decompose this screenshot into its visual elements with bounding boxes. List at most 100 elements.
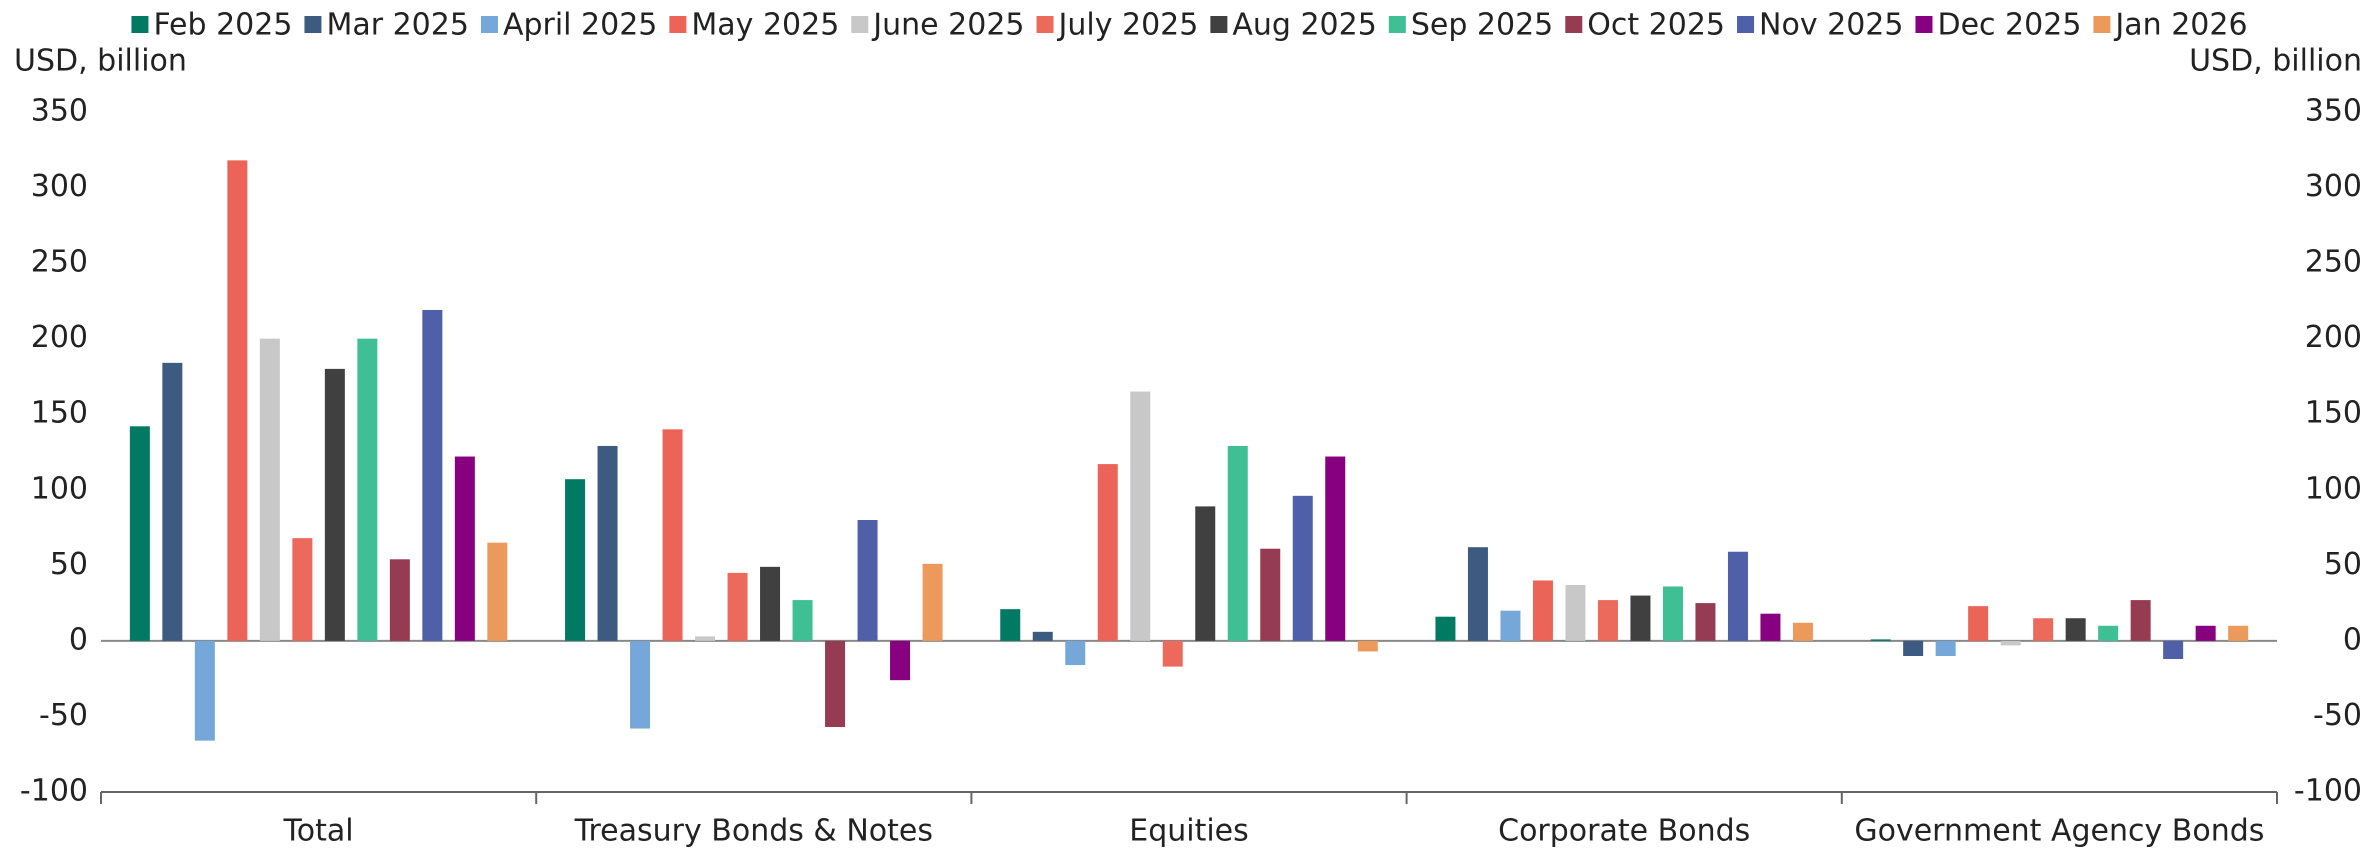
bar — [1695, 603, 1716, 641]
bar — [1130, 391, 1151, 641]
x-tick-label: Government Agency Bonds — [1854, 814, 2264, 849]
legend-label: April 2025 — [503, 8, 657, 43]
bar — [357, 338, 378, 641]
y-tick-label: 300 — [31, 169, 88, 204]
y2-tick-label: 0 — [2343, 622, 2362, 657]
legend-label: Jan 2026 — [2113, 8, 2247, 43]
x-tick-label: Equities — [1129, 814, 1249, 849]
y2-tick-label: 250 — [2305, 245, 2362, 280]
legend-label: July 2025 — [1057, 8, 1199, 43]
bar — [1325, 456, 1346, 641]
bar — [662, 429, 683, 641]
bar — [792, 600, 813, 641]
bar — [1357, 640, 1378, 652]
bar — [1195, 506, 1216, 641]
y-axis-label: USD, billion — [14, 44, 187, 79]
bar — [825, 640, 846, 728]
bar — [2195, 625, 2216, 641]
bar — [1727, 551, 1748, 641]
y2-tick-label: 200 — [2305, 320, 2362, 355]
y-tick-label: 200 — [31, 320, 88, 355]
bar — [1760, 613, 1781, 641]
bar — [597, 445, 618, 641]
bar — [1968, 606, 1989, 641]
legend-label: June 2025 — [871, 8, 1024, 43]
bar — [487, 542, 508, 641]
bar — [1565, 584, 1586, 641]
y2-tick-label: 350 — [2305, 94, 2362, 129]
bar — [1870, 639, 1891, 641]
bar — [1097, 464, 1118, 641]
bar — [1532, 580, 1553, 641]
y2-tick-label: 300 — [2305, 169, 2362, 204]
bar — [389, 559, 410, 641]
legend-swatch — [1737, 16, 1755, 33]
y-tick-label: 0 — [69, 622, 88, 657]
legend-swatch — [1036, 16, 1054, 33]
legend-label: Oct 2025 — [1587, 8, 1725, 43]
bar — [194, 640, 215, 741]
bar — [1662, 586, 1683, 641]
legend-label: May 2025 — [691, 8, 839, 43]
bar — [890, 640, 911, 681]
y-tick-label: 100 — [31, 471, 88, 506]
bar — [1630, 595, 1651, 641]
y2-tick-label: 50 — [2324, 547, 2362, 582]
bar — [1000, 609, 1021, 641]
bar — [1935, 640, 1956, 656]
y-tick-label: 150 — [31, 396, 88, 431]
y2-tick-label: -50 — [2313, 698, 2362, 733]
legend-swatch — [1915, 16, 1933, 33]
bar — [2130, 600, 2151, 641]
y2-tick-label: -100 — [2294, 774, 2362, 809]
bar — [227, 160, 248, 641]
bar — [1792, 622, 1813, 641]
legend-label: Dec 2025 — [1937, 8, 2081, 43]
legend-swatch — [131, 16, 149, 33]
legend-swatch — [1565, 16, 1583, 33]
bar — [727, 572, 748, 641]
legend-label: Feb 2025 — [153, 8, 292, 43]
x-tick-label: Treasury Bonds & Notes — [574, 814, 933, 849]
bar — [454, 456, 475, 641]
bar — [2000, 640, 2021, 646]
y-tick-label: 350 — [31, 94, 88, 129]
bar — [1597, 600, 1618, 641]
legend-swatch — [669, 16, 687, 33]
bar — [695, 636, 716, 641]
bar — [324, 368, 345, 641]
bar — [259, 338, 280, 641]
legend-swatch — [1210, 16, 1228, 33]
bar — [1435, 616, 1456, 641]
bar — [1903, 640, 1924, 656]
bar — [422, 309, 443, 641]
y2-tick-label: 100 — [2305, 471, 2362, 506]
bar — [1162, 640, 1183, 667]
legend-swatch — [851, 16, 869, 33]
bar — [2228, 625, 2249, 641]
bar — [2033, 618, 2054, 641]
bar — [1260, 548, 1281, 641]
bar — [1227, 445, 1248, 641]
y-tick-label: -50 — [39, 698, 88, 733]
legend-swatch — [480, 16, 498, 33]
y-tick-label: -100 — [20, 774, 88, 809]
x-tick-label: Corporate Bonds — [1498, 814, 1750, 849]
bar — [1065, 640, 1086, 666]
legend-label: Mar 2025 — [326, 8, 469, 43]
y2-tick-label: 150 — [2305, 396, 2362, 431]
legend-swatch — [1388, 16, 1406, 33]
bar — [1292, 495, 1313, 641]
bar — [292, 538, 313, 641]
bar — [2065, 618, 2086, 641]
y-tick-label: 250 — [31, 245, 88, 280]
y2-axis-label: USD, billion — [2189, 44, 2362, 79]
bar — [1467, 547, 1488, 641]
y-tick-label: 50 — [50, 547, 88, 582]
bar — [129, 426, 150, 641]
bar — [162, 362, 183, 641]
x-tick-label: Total — [283, 814, 354, 849]
legend-swatch — [2093, 16, 2111, 33]
legend-label: Aug 2025 — [1232, 8, 1376, 43]
